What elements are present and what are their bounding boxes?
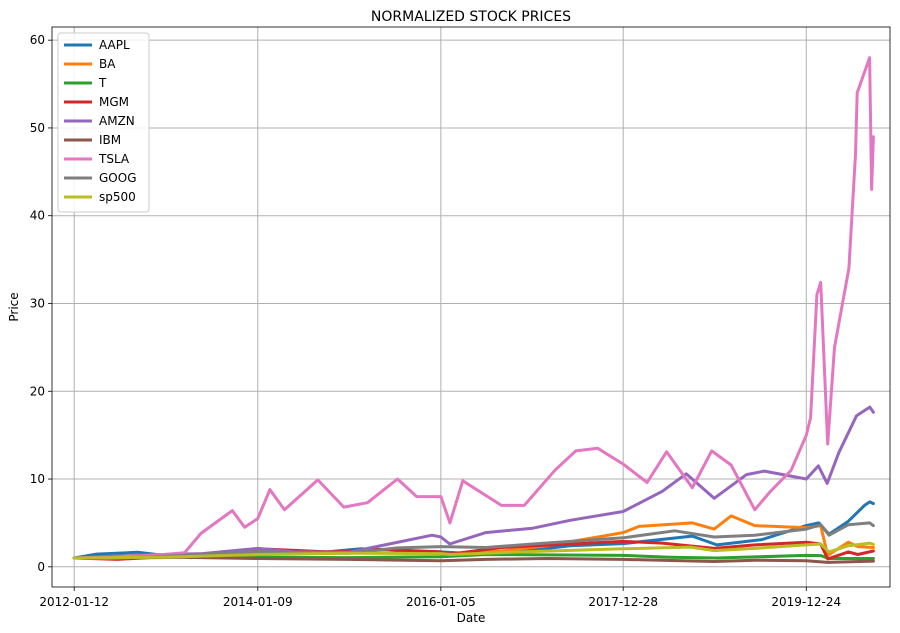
x-axis-title: Date [457,611,486,625]
y-tick-label: 0 [37,560,45,574]
plot-frame [51,26,891,588]
series-line-ibm [72,555,875,564]
legend-label: AAPL [99,38,130,52]
series-line-sp500 [72,541,875,560]
legend: AAPL BA T MGM AMZN IBM TSLA GOOG sp500 [57,32,150,213]
series-line-goog [72,521,875,560]
series-lines [72,56,875,564]
axes: 0 10 20 30 40 50 60 2012-01-12 2014-01-09 2016-01… [30,33,841,609]
legend-label: T [98,76,107,90]
y-tick-label: 40 [30,209,45,223]
x-tick-label: 2019-12-24 [771,595,841,609]
x-tick-label: 2012-01-12 [39,595,109,609]
chart-title: NORMALIZED STOCK PRICES [371,9,571,25]
series-line-tsla [72,56,875,560]
y-tick-label: 50 [30,121,45,135]
y-tick-label: 30 [30,296,45,310]
legend-label: IBM [99,133,121,147]
legend-label: sp500 [99,190,136,204]
x-tick-label: 2014-01-09 [223,595,293,609]
series-line-amzn [72,405,875,560]
x-tick-label: 2016-01-05 [406,595,476,609]
legend-label: GOOG [99,171,137,185]
legend-box [57,32,150,213]
legend-label: MGM [99,95,129,109]
y-axis-title: Price [7,292,21,321]
legend-label: TSLA [98,152,130,166]
legend-label: AMZN [99,114,135,128]
y-tick-label: 20 [30,384,45,398]
y-tick-label: 60 [30,33,45,47]
y-tick-label: 10 [30,472,45,486]
legend-label: BA [99,57,116,71]
x-tick-label: 2017-12-28 [588,595,658,609]
